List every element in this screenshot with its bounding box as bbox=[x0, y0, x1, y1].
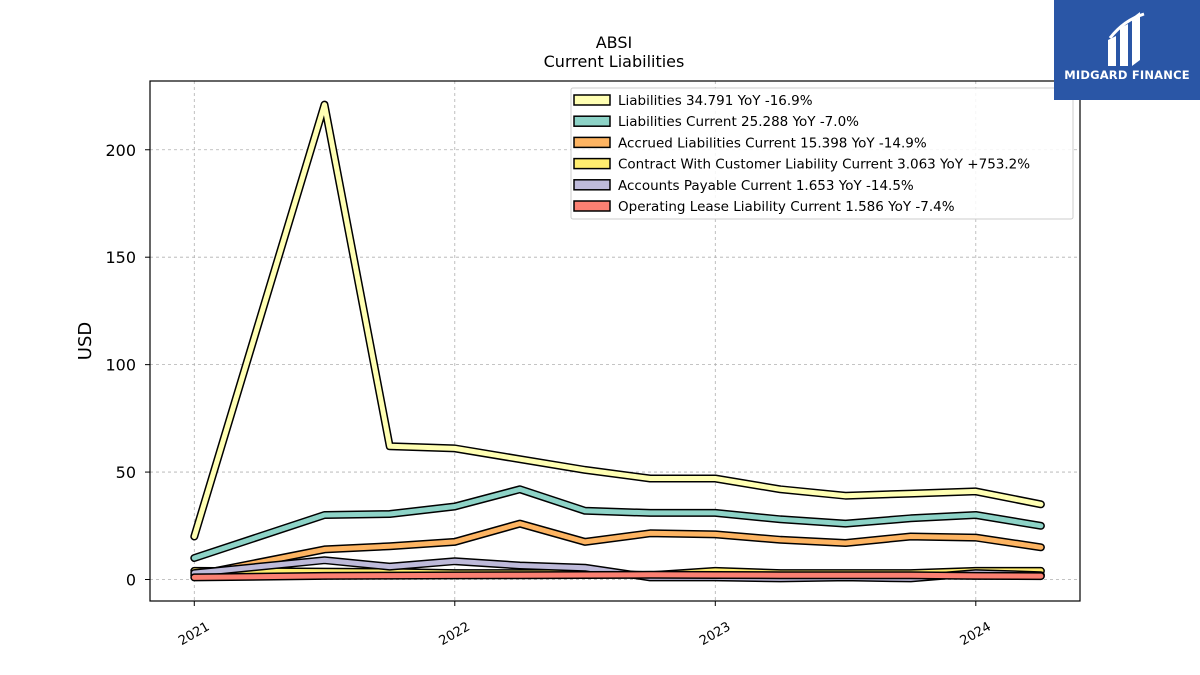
brand-logo: MIDGARD FINANCE bbox=[1054, 0, 1200, 100]
x-tick-label: 2021 bbox=[176, 619, 212, 649]
legend-label: Accrued Liabilities Current 15.398 YoY -… bbox=[618, 135, 927, 151]
y-tick-label: 150 bbox=[105, 248, 136, 267]
legend-swatch bbox=[573, 94, 611, 106]
midgard-logo-icon bbox=[1108, 12, 1145, 66]
y-axis: 0 50 100 150 200 bbox=[105, 141, 150, 590]
legend-label: Operating Lease Liability Current 1.586 … bbox=[618, 199, 955, 215]
series-1 bbox=[190, 485, 1045, 562]
y-tick-label: 50 bbox=[116, 463, 136, 482]
series-line bbox=[191, 486, 1044, 561]
legend-swatch bbox=[573, 136, 611, 149]
y-tick-label: 0 bbox=[126, 571, 136, 590]
chart-subtitle: Current Liabilities bbox=[544, 52, 685, 71]
x-tick-label: 2024 bbox=[958, 619, 994, 649]
legend-swatch bbox=[573, 179, 611, 191]
legend-label: Accounts Payable Current 1.653 YoY -14.5… bbox=[618, 178, 914, 194]
legend-label: Liabilities 34.791 YoY -16.9% bbox=[618, 93, 813, 109]
series-0 bbox=[190, 100, 1045, 541]
legend-label: Liabilities Current 25.288 YoY -7.0% bbox=[618, 114, 859, 130]
legend-swatch bbox=[573, 200, 611, 212]
series-layer bbox=[190, 100, 1045, 583]
chart-title: ABSI bbox=[596, 33, 633, 52]
x-axis: 2021 2022 2023 2024 bbox=[176, 601, 994, 649]
series-line bbox=[191, 521, 1044, 578]
y-tick-label: 100 bbox=[105, 356, 136, 375]
legend-label: Contract With Customer Liability Current… bbox=[618, 157, 1030, 173]
series-5 bbox=[190, 570, 1045, 582]
x-tick-label: 2022 bbox=[437, 619, 473, 649]
series-line bbox=[191, 572, 1044, 580]
legend: Liabilities 34.791 YoY -16.9% Liabilities… bbox=[570, 87, 1074, 220]
y-tick-label: 200 bbox=[105, 141, 136, 160]
logo-text: MIDGARD FINANCE bbox=[1064, 68, 1190, 82]
legend-swatch bbox=[573, 115, 611, 127]
series-2 bbox=[190, 519, 1045, 580]
y-axis-label: USD bbox=[75, 322, 96, 360]
plot-frame bbox=[149, 80, 1081, 602]
series-line bbox=[191, 102, 1044, 539]
legend-box bbox=[570, 87, 1074, 220]
x-tick-label: 2023 bbox=[697, 619, 733, 649]
legend-swatch bbox=[573, 157, 611, 170]
